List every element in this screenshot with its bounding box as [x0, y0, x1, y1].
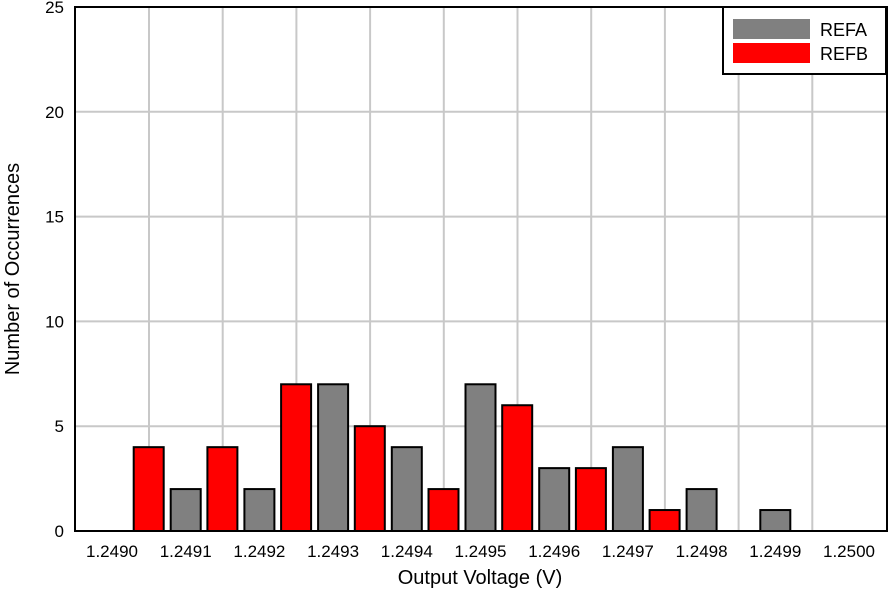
x-tick-labels: 1.2490 1.2491 1.2492 1.2493 1.2494 1.2495 1.24…: [86, 542, 875, 561]
plot-frame: [74, 6, 888, 532]
legend-swatch-refa: [733, 19, 810, 39]
x-tick-label: 1.2500: [823, 542, 875, 561]
x-tick-label: 1.2497: [602, 542, 654, 561]
bar-refa-1.2495: [464, 383, 497, 532]
bar-refb-1.2498: [648, 509, 681, 533]
x-tick-label: 1.2490: [86, 542, 138, 561]
bar-refa-1.2498: [685, 488, 718, 532]
x-tick-label: 1.2494: [381, 542, 433, 561]
y-tick-labels: 0 5 10 15 20 25: [45, 0, 64, 541]
legend-swatch-refb: [733, 43, 810, 63]
bar-refa-1.2491: [169, 488, 202, 532]
bar-refb-1.2497: [574, 467, 607, 532]
x-tick-label: 1.2491: [160, 542, 212, 561]
legend-label-refa: REFA: [820, 20, 867, 40]
bar-refb-1.2494: [353, 425, 386, 533]
bar-refb-1.2491: [132, 446, 165, 532]
y-tick-label: 0: [55, 522, 64, 541]
x-tick-label: 1.2492: [233, 542, 285, 561]
bar-refa-1.2493: [317, 383, 350, 532]
bar-refa-1.2492: [243, 488, 276, 532]
bars: [132, 383, 792, 533]
bar-refb-1.2495: [427, 488, 460, 532]
legend-label-refb: REFB: [820, 44, 868, 64]
x-tick-label: 1.2495: [455, 542, 507, 561]
bar-refb-1.2496: [501, 404, 534, 532]
y-tick-label: 10: [45, 312, 64, 331]
x-tick-label: 1.2496: [528, 542, 580, 561]
x-axis-title: Output Voltage (V): [398, 567, 563, 589]
y-tick-label: 20: [45, 103, 64, 122]
y-axis-title: Number of Occurrences: [2, 163, 24, 375]
x-tick-label: 1.2499: [749, 542, 801, 561]
bar-refa-1.2497: [611, 446, 644, 532]
legend: REFA REFB: [722, 6, 887, 75]
bar-refa-1.2496: [538, 467, 571, 532]
bar-refb-1.2493: [280, 383, 313, 532]
y-tick-label: 15: [45, 208, 64, 227]
y-tick-label: 25: [45, 0, 64, 17]
bar-refb-1.2492: [206, 446, 239, 532]
x-tick-label: 1.2493: [307, 542, 359, 561]
y-tick-label: 5: [55, 417, 64, 436]
bar-refa-1.2499: [759, 509, 792, 533]
bar-refa-1.2494: [390, 446, 423, 532]
x-tick-label: 1.2498: [676, 542, 728, 561]
